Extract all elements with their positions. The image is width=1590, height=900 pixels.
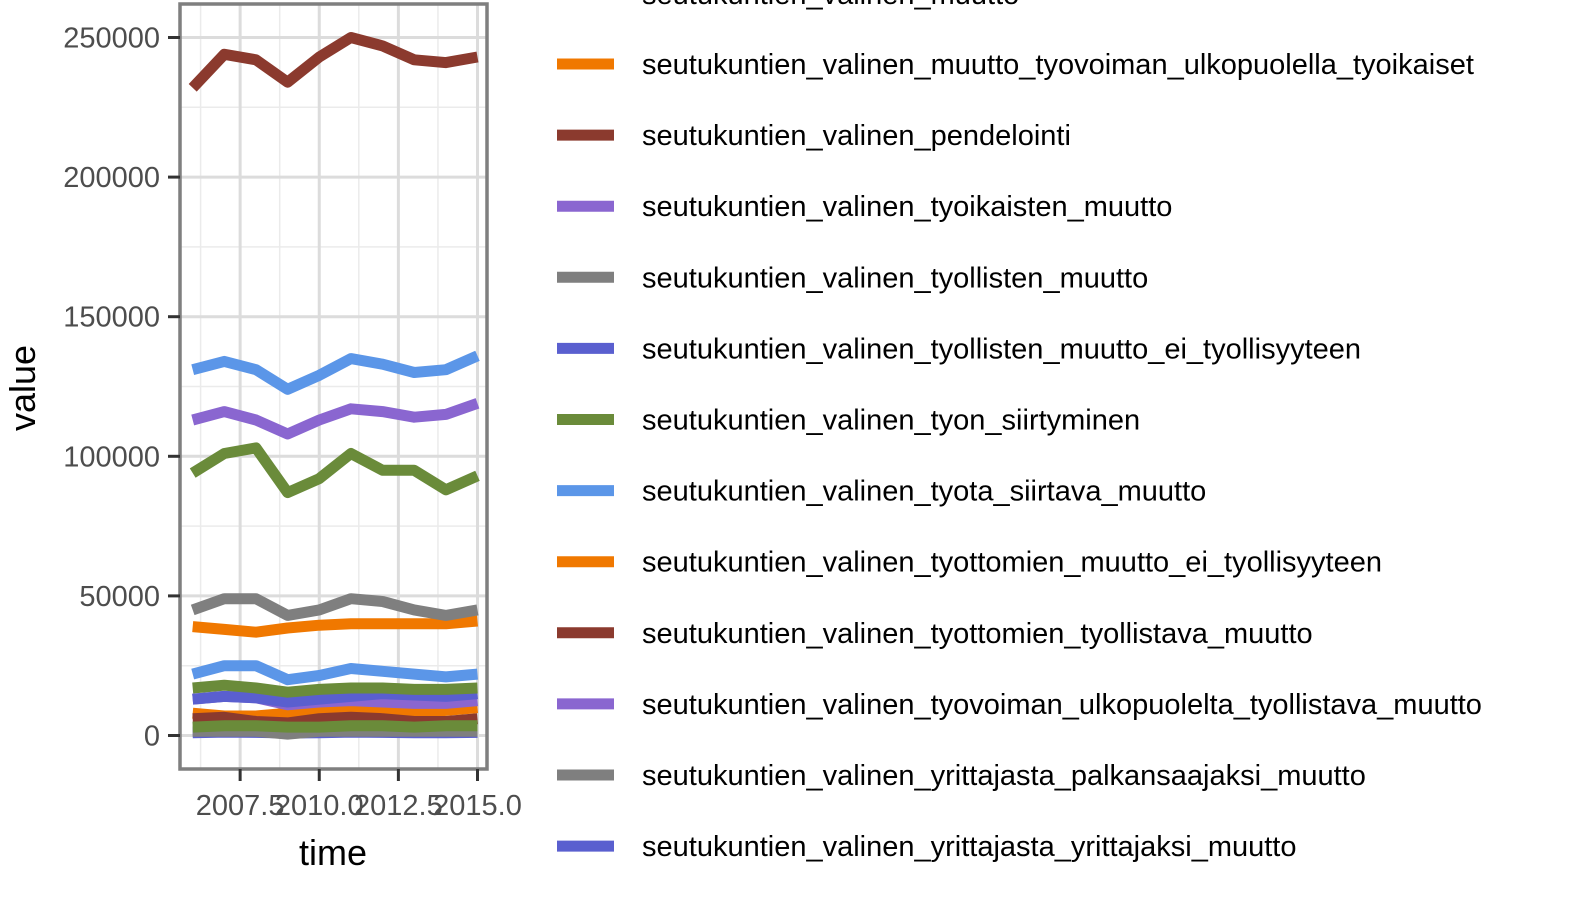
series-line-4: [190, 593, 479, 621]
series-line-7: [191, 350, 480, 395]
legend: seutukuntien_valinen_muutto seutukuntien…: [557, 0, 1482, 863]
y-tick-label: 250000: [63, 23, 160, 55]
legend-label: seutukuntien_valinen_tyollisten_muutto: [642, 262, 1148, 294]
y-tick-label: 200000: [63, 162, 160, 194]
panel-border: [178, 2, 489, 771]
series-line-14: [191, 660, 478, 686]
grid: [180, 4, 487, 769]
legend-label: seutukuntien_valinen_tyon_siirtyminen: [642, 405, 1140, 437]
legend-label: seutukuntien_valinen_tyottomien_muutto_e…: [642, 547, 1382, 579]
series-lines: [188, 32, 480, 740]
legend-label: seutukuntien_valinen_tyoikaisten_muutto: [642, 191, 1172, 223]
series-line-12: [192, 688, 478, 708]
series-line-3: [191, 398, 480, 440]
series-line-13: [192, 679, 478, 698]
y-tick-label: 50000: [79, 581, 160, 613]
x-tick-label: 2015.0: [433, 790, 522, 822]
series-line-15: [192, 720, 478, 733]
legend-label: seutukuntien_valinen_tyota_siirtava_muut…: [642, 476, 1206, 508]
legend-label: seutukuntien_valinen_muutto_tyovoiman_ul…: [642, 49, 1474, 81]
series-line-2: [188, 32, 479, 92]
axes: 0 50000 100000 150000 200000 250000 2007.52010…: [63, 23, 522, 822]
legend-label: seutukuntien_valinen_tyovoiman_ulkopuole…: [642, 689, 1482, 721]
series-line-1: [192, 615, 478, 638]
legend-label: seutukuntien_valinen_yrittajasta_yrittaj…: [642, 831, 1296, 863]
legend-label: seutukuntien_valinen_pendelointi: [642, 120, 1071, 152]
legend-label: seutukuntien_valinen_yrittajasta_palkans…: [642, 760, 1366, 792]
y-tick-label: 150000: [63, 302, 160, 334]
x-tick-label: 2010.0: [275, 790, 364, 822]
y-axis-title: value: [2, 345, 43, 431]
legend-label: seutukuntien_valinen_tyollisten_muutto_e…: [642, 333, 1361, 365]
series-line-6: [189, 442, 480, 499]
y-tick-label: 0: [144, 720, 160, 752]
x-axis-title: time: [299, 832, 367, 873]
legend-label: seutukuntien_valinen_tyottomien_tyollist…: [642, 618, 1313, 650]
x-tick-label: 2007.5: [196, 790, 285, 822]
y-tick-label: 100000: [63, 441, 160, 473]
legend-label-partial: seutukuntien_valinen_muutto: [642, 0, 1019, 11]
x-tick-label: 2012.5: [354, 790, 443, 822]
